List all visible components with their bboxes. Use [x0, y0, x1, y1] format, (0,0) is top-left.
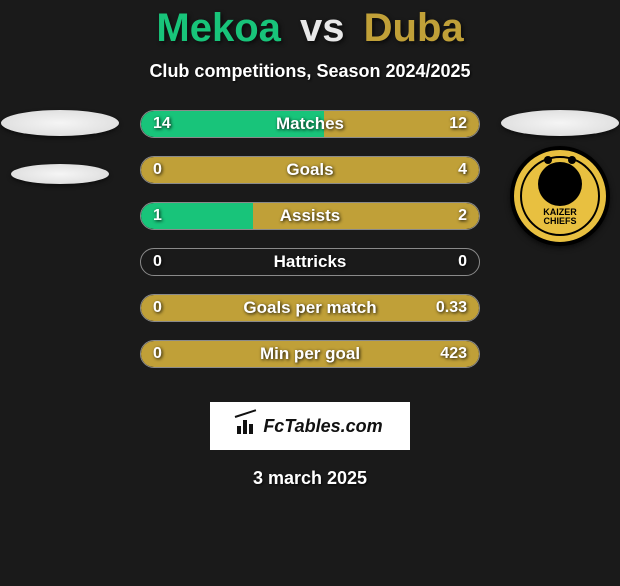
stat-row: 00.33Goals per match: [140, 294, 480, 322]
vs-text: vs: [300, 6, 345, 50]
stat-row: 12Assists: [140, 202, 480, 230]
left-team-logo: [0, 110, 120, 184]
bar-fill-right: [253, 203, 479, 229]
stat-row: 1412Matches: [140, 110, 480, 138]
stat-value-right: 0: [458, 249, 467, 275]
club-crest-icon: KAIZER CHIEFS: [510, 146, 610, 246]
stat-label: Hattricks: [141, 249, 479, 275]
stat-value-left: 0: [153, 249, 162, 275]
source-badge: FcTables.com: [210, 402, 410, 450]
bar-fill-right: [141, 341, 479, 367]
bar-chart-icon: [237, 418, 257, 434]
ellipse-icon: [501, 110, 619, 136]
subtitle: Club competitions, Season 2024/2025: [0, 61, 620, 82]
bar-fill-right: [141, 295, 479, 321]
bar-fill-right: [141, 157, 479, 183]
right-team-logo: KAIZER CHIEFS: [500, 110, 620, 246]
source-name: FcTables.com: [263, 416, 382, 437]
bar-fill-left: [141, 203, 253, 229]
ellipse-icon: [1, 110, 119, 136]
bar-fill-right: [324, 111, 479, 137]
stat-row: 0423Min per goal: [140, 340, 480, 368]
bar-fill-left: [141, 111, 324, 137]
stats-area: KAIZER CHIEFS 1412Matches 04Goals 12Assist…: [0, 110, 620, 380]
player2-name: Duba: [364, 6, 464, 50]
stat-row: 0 0Hattricks: [140, 248, 480, 276]
stat-row: 04Goals: [140, 156, 480, 184]
player1-name: Mekoa: [156, 6, 281, 50]
footer-date: 3 march 2025: [0, 468, 620, 489]
page-title: Mekoa vs Duba: [0, 6, 620, 51]
ellipse-icon: [11, 164, 109, 184]
stat-bars: 1412Matches 04Goals 12Assists 0 0Hattricks 00…: [140, 110, 480, 368]
